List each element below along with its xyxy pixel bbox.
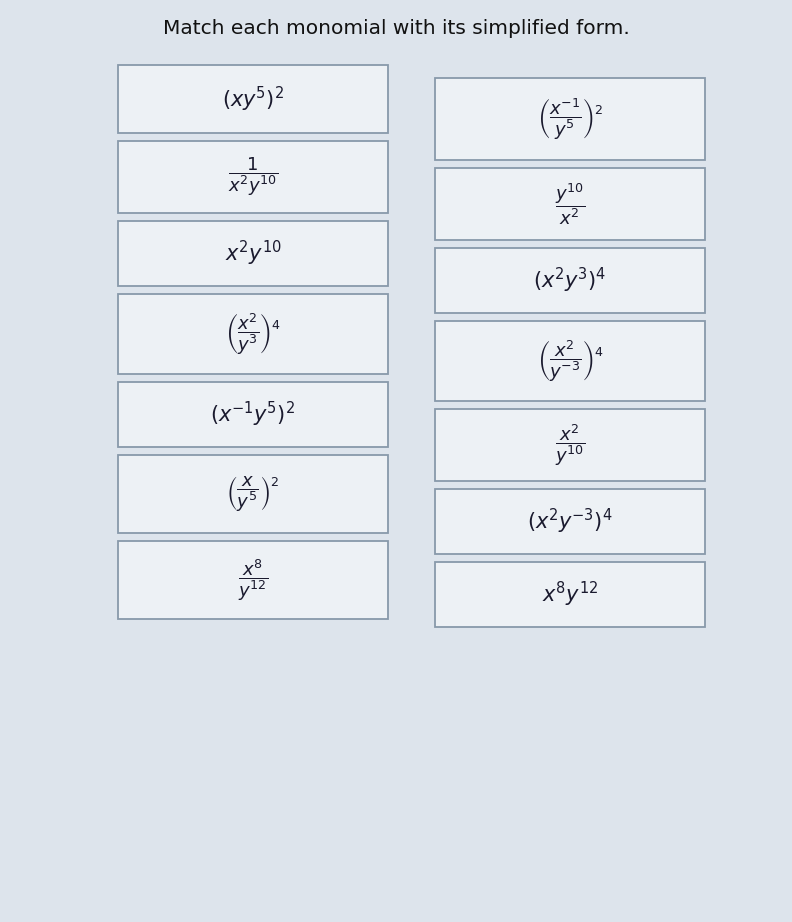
FancyBboxPatch shape	[435, 168, 705, 240]
Text: $x^8y^{12}$: $x^8y^{12}$	[542, 580, 598, 609]
Text: $\left(\dfrac{x^2}{y^3}\right)^4$: $\left(\dfrac{x^2}{y^3}\right)^4$	[225, 311, 281, 357]
FancyBboxPatch shape	[118, 294, 388, 374]
Text: $\dfrac{1}{x^2y^{10}}$: $\dfrac{1}{x^2y^{10}}$	[228, 156, 278, 198]
Text: $(xy^5)^2$: $(xy^5)^2$	[222, 85, 284, 113]
FancyBboxPatch shape	[118, 141, 388, 213]
Text: $(x^2y^3)^4$: $(x^2y^3)^4$	[533, 266, 607, 295]
Text: $\left(\dfrac{x}{y^5}\right)^2$: $\left(\dfrac{x}{y^5}\right)^2$	[227, 474, 280, 514]
FancyBboxPatch shape	[118, 455, 388, 533]
Text: $(x^{-1}y^5)^2$: $(x^{-1}y^5)^2$	[211, 400, 295, 429]
FancyBboxPatch shape	[435, 248, 705, 313]
Text: Match each monomial with its simplified form.: Match each monomial with its simplified …	[162, 18, 630, 38]
FancyBboxPatch shape	[118, 221, 388, 286]
FancyBboxPatch shape	[435, 562, 705, 627]
FancyBboxPatch shape	[435, 78, 705, 160]
FancyBboxPatch shape	[118, 541, 388, 619]
Text: $\left(\dfrac{x^{-1}}{y^5}\right)^2$: $\left(\dfrac{x^{-1}}{y^5}\right)^2$	[537, 96, 604, 142]
FancyBboxPatch shape	[435, 489, 705, 554]
FancyBboxPatch shape	[435, 321, 705, 401]
Text: $\dfrac{x^2}{y^{10}}$: $\dfrac{x^2}{y^{10}}$	[554, 422, 585, 468]
FancyBboxPatch shape	[118, 382, 388, 447]
Text: $\dfrac{x^8}{y^{12}}$: $\dfrac{x^8}{y^{12}}$	[238, 557, 268, 603]
Text: $x^2y^{10}$: $x^2y^{10}$	[225, 239, 281, 268]
Text: $(x^2y^{-3})^4$: $(x^2y^{-3})^4$	[527, 507, 613, 536]
FancyBboxPatch shape	[118, 65, 388, 133]
Text: $\dfrac{y^{10}}{x^2}$: $\dfrac{y^{10}}{x^2}$	[554, 181, 585, 227]
FancyBboxPatch shape	[435, 409, 705, 481]
Text: $\left(\dfrac{x^2}{y^{-3}}\right)^4$: $\left(\dfrac{x^2}{y^{-3}}\right)^4$	[537, 338, 604, 384]
